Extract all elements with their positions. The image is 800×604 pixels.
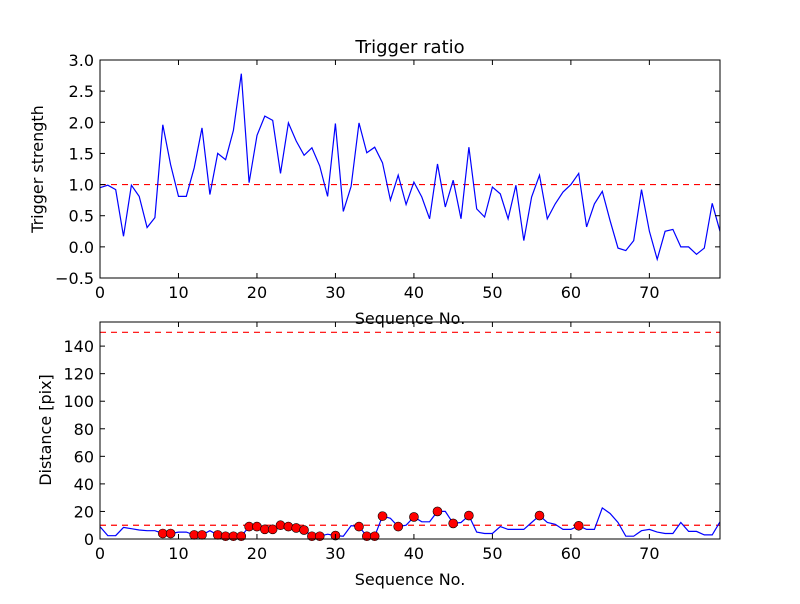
y-tick-label: 2.5 <box>69 82 94 101</box>
x-tick-label: 60 <box>561 283 581 302</box>
top-ylabel: Trigger strength <box>28 105 47 234</box>
y-tick-label: 80 <box>74 420 94 439</box>
y-tick-label: 0.5 <box>69 207 94 226</box>
x-tick-label: 10 <box>168 283 188 302</box>
data-point-marker <box>448 518 458 529</box>
y-tick-label: −0.5 <box>55 269 94 288</box>
data-point-marker <box>573 520 584 531</box>
bottom-ylabel: Distance [pix] <box>36 374 55 486</box>
data-point-marker <box>354 521 364 532</box>
axes-frame <box>99 59 721 279</box>
data-point-marker <box>197 530 207 540</box>
y-tick-label: 3.0 <box>69 51 94 70</box>
x-tick-label: 70 <box>639 544 659 563</box>
top-axes: 0 10 20 30 40 50 60 70 −0.5 0.0 0.5 1.0 1.5 2.0 2.5 3.0 <box>55 51 721 302</box>
y-tick-label: 0 <box>84 530 94 549</box>
y-tick-label: 140 <box>63 337 94 356</box>
data-point-marker <box>409 512 419 522</box>
data-point-marker <box>377 511 388 521</box>
top-xlabel: Sequence No. <box>355 309 466 328</box>
data-point-marker <box>283 521 294 532</box>
data-point-marker <box>464 510 474 521</box>
data-point-marker <box>212 530 223 540</box>
x-tick-label: 30 <box>325 283 345 302</box>
x-tick-label: 40 <box>404 544 424 563</box>
x-tick-label: 20 <box>247 544 267 563</box>
y-tick-label: 2.0 <box>69 113 94 132</box>
data-series-line <box>99 73 721 262</box>
data-point-marker <box>275 520 286 531</box>
x-tick-label: 20 <box>247 283 267 302</box>
data-point-marker <box>291 523 302 533</box>
x-tick-label: 10 <box>168 544 188 563</box>
data-point-marker <box>236 531 247 542</box>
y-tick-label: 40 <box>74 475 94 494</box>
axes-frame <box>99 321 721 540</box>
x-tick-label: 50 <box>482 544 502 563</box>
x-tick-label: 70 <box>639 283 659 302</box>
data-point-marker <box>534 510 545 521</box>
bottom-axes: 0 10 20 30 40 50 60 70 0 20 40 60 80 100 120 140 <box>63 321 721 563</box>
chart-title: Trigger ratio <box>354 37 464 58</box>
data-point-marker <box>393 521 404 532</box>
x-tick-label: 50 <box>482 283 502 302</box>
x-tick-label: 60 <box>561 544 581 563</box>
data-point-marker <box>165 528 176 539</box>
x-tick-label: 0 <box>95 283 105 302</box>
x-tick-label: 0 <box>95 544 105 563</box>
bottom-xlabel: Sequence No. <box>355 570 466 589</box>
y-tick-label: 1.0 <box>69 176 94 195</box>
x-tick-label: 40 <box>404 283 424 302</box>
data-point-marker <box>299 525 309 535</box>
y-tick-label: 120 <box>63 365 94 384</box>
y-tick-label: 100 <box>63 392 94 411</box>
data-point-marker <box>267 524 278 535</box>
y-tick-label: 1.5 <box>69 144 94 163</box>
x-tick-label: 30 <box>325 544 345 563</box>
data-point-marker <box>432 506 443 517</box>
y-tick-label: 20 <box>74 502 94 521</box>
y-tick-label: 60 <box>74 447 94 466</box>
data-point-marker <box>369 531 380 542</box>
y-tick-label: 0.0 <box>69 238 94 257</box>
data-point-marker <box>314 531 325 542</box>
